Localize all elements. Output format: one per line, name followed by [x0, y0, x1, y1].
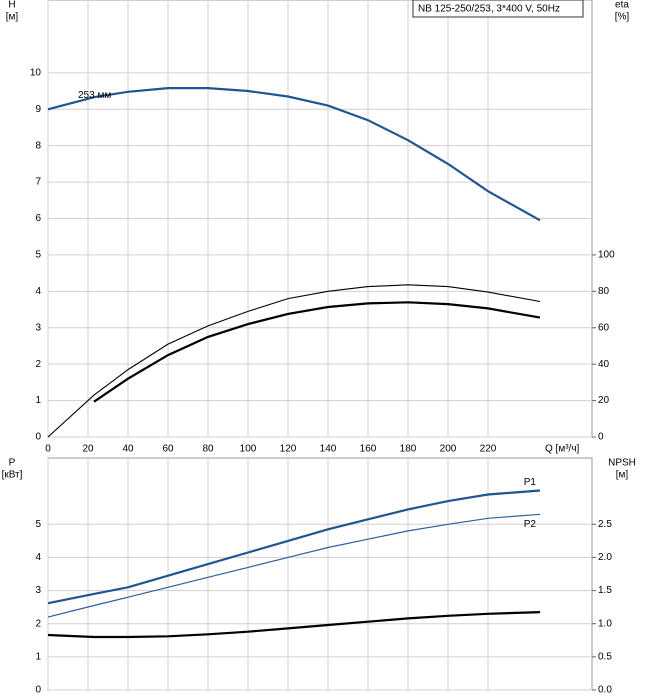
y-tick-label: 4 — [35, 286, 41, 297]
y-tick-label: 9 — [35, 104, 41, 115]
series-line — [47, 611, 541, 639]
y-tick-label: 10 — [30, 67, 42, 78]
y-tick-label: 8 — [35, 140, 41, 151]
x-tick-label: 20 — [82, 444, 94, 455]
y-tick-label: 4 — [35, 552, 41, 563]
y2-tick-label: 100 — [598, 250, 615, 261]
y2-axis-label: [м] — [616, 470, 629, 481]
series-line — [47, 284, 541, 438]
y2-axis-label: [%] — [615, 12, 630, 23]
y2-tick-label: 1.0 — [598, 618, 612, 629]
y-tick-label: 5 — [35, 250, 41, 261]
y-axis-label: H — [8, 0, 15, 11]
x-tick-label: 200 — [440, 444, 457, 455]
x-tick-label: 180 — [400, 444, 417, 455]
y-tick-label: 3 — [35, 322, 41, 333]
x-tick-label: 120 — [280, 444, 297, 455]
y2-tick-label: 60 — [598, 322, 610, 333]
series-line — [47, 489, 541, 605]
y2-tick-label: 1.5 — [598, 585, 612, 596]
x-tick-label: 160 — [360, 444, 377, 455]
x-axis-label: Q [м³/ч] — [545, 444, 580, 455]
y-tick-label: 0 — [35, 432, 41, 443]
y2-tick-label: 0 — [598, 432, 604, 443]
y2-axis-label: eta — [615, 0, 629, 11]
x-tick-label: 60 — [162, 444, 174, 455]
y-tick-label: 1 — [35, 651, 41, 662]
y2-tick-label: 2.0 — [598, 552, 612, 563]
y2-tick-label: 80 — [598, 286, 610, 297]
y2-axis-label: NPSH — [608, 458, 636, 469]
y2-tick-label: 0.0 — [598, 685, 612, 696]
x-tick-label: 0 — [45, 444, 51, 455]
title-box — [412, 0, 584, 18]
y2-tick-label: 40 — [598, 359, 610, 370]
y-tick-label: 2 — [35, 359, 41, 370]
series-label: 253 мм — [78, 90, 111, 101]
y-tick-label: 7 — [35, 177, 41, 188]
x-tick-label: 140 — [320, 444, 337, 455]
y2-tick-label: 20 — [598, 395, 610, 406]
series-label: P2 — [524, 519, 537, 530]
y-tick-label: 2 — [35, 618, 41, 629]
series-line — [47, 513, 541, 618]
y2-tick-label: 2.5 — [598, 519, 612, 530]
y-tick-label: 5 — [35, 519, 41, 530]
x-tick-label: 80 — [202, 444, 214, 455]
chart-title: NB 125-250/253, 3*400 V, 50Hz — [418, 4, 560, 15]
x-tick-label: 220 — [480, 444, 497, 455]
x-tick-label: 40 — [122, 444, 134, 455]
y-axis-label: [м] — [6, 12, 19, 23]
y-tick-label: 1 — [35, 395, 41, 406]
y-axis-label: [кВт] — [2, 470, 23, 481]
plot-area — [47, 457, 593, 691]
series-line — [47, 87, 541, 222]
series-line — [93, 301, 541, 403]
y-tick-label: 6 — [35, 213, 41, 224]
x-tick-label: 100 — [240, 444, 257, 455]
series-label: P1 — [524, 477, 537, 488]
y-tick-label: 3 — [35, 585, 41, 596]
y-axis-label: P — [9, 458, 16, 469]
y-tick-label: 0 — [35, 685, 41, 696]
y2-tick-label: 0.5 — [598, 651, 612, 662]
